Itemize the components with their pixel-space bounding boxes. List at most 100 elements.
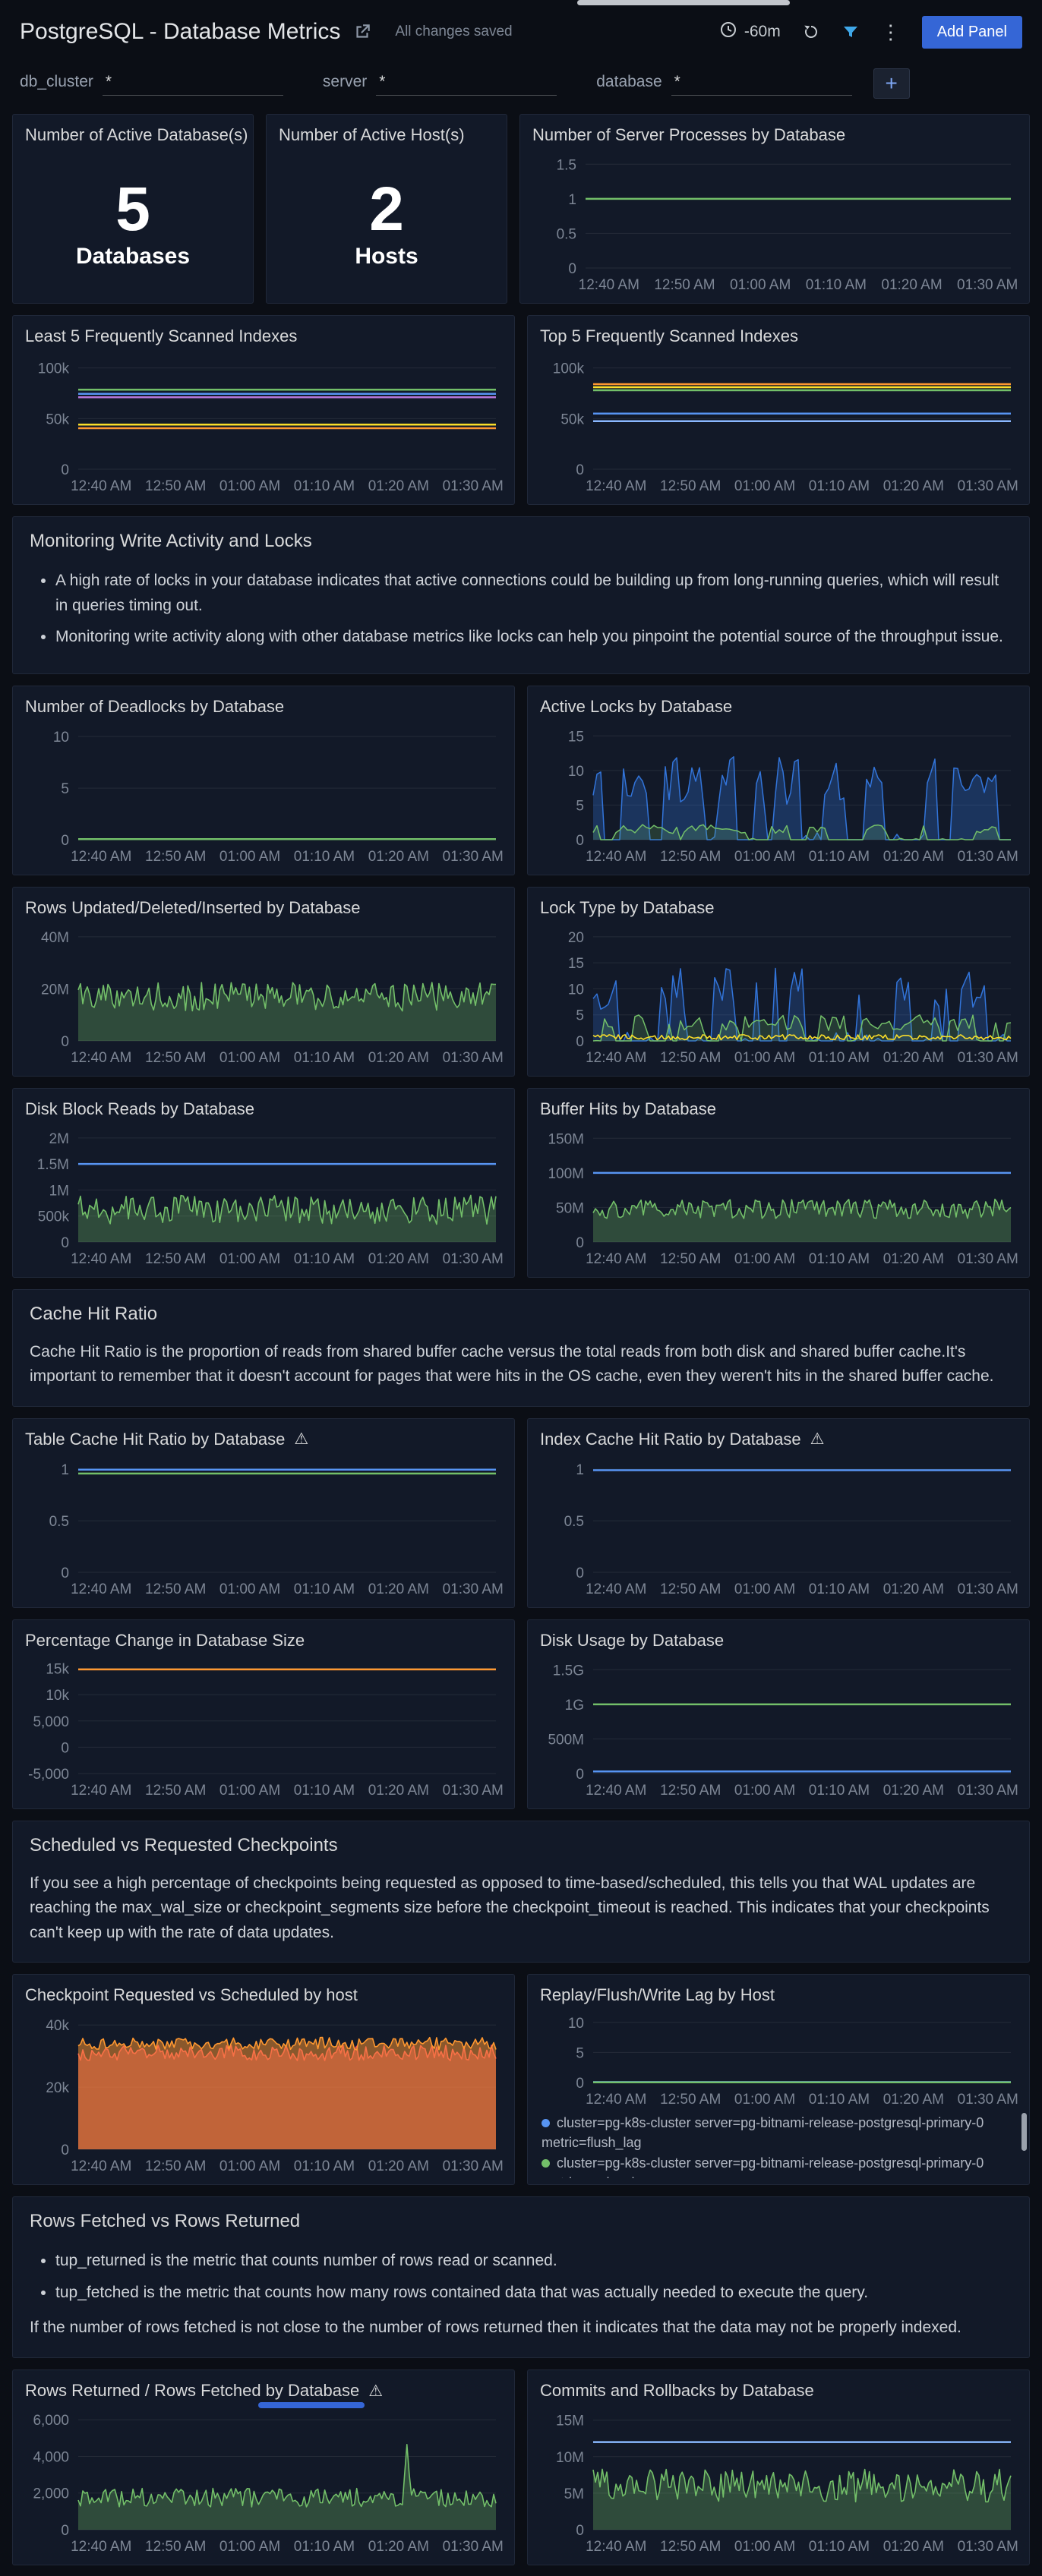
svg-text:01:30 AM: 01:30 AM <box>443 849 504 865</box>
time-range-button[interactable]: -60m <box>719 20 781 43</box>
chart-area: 0 50M 100M 150M 12:40 AM 12:50 AM 01:00 AM 01:1… <box>528 1125 1029 1271</box>
variable-db_cluster[interactable]: db_cluster * <box>20 71 283 96</box>
svg-text:12:40 AM: 12:40 AM <box>71 1251 131 1267</box>
chart-number-of-server-processes-by-database[interactable]: 0 0.5 1 1.5 12:40 AM 12:50 AM 01:00 AM 01:10 AM… <box>526 151 1023 297</box>
variable-value-input[interactable]: * <box>102 71 283 96</box>
panel-title[interactable]: Percentage Change in Database Size <box>13 1628 514 1657</box>
chart-area: 0 5 10 15 20 12:40 AM 12:50 AM 01:00 AM 01:10 AM… <box>528 924 1029 1070</box>
legend-item[interactable]: cluster=pg-k8s-cluster server=pg-bitnami… <box>542 2113 1012 2152</box>
panel-title[interactable]: Disk Block Reads by Database <box>13 1096 514 1125</box>
panel-title[interactable]: Lock Type by Database <box>528 895 1029 924</box>
stat-value: 5 <box>115 175 150 244</box>
chart-rows-updated-deleted-inserted-by-database[interactable]: 0 20M 40M 12:40 AM 12:50 AM 01:00 AM 01:10 AM 0… <box>19 924 508 1070</box>
panel-title[interactable]: Commits and Rollbacks by Database <box>528 2378 1029 2407</box>
svg-text:1M: 1M <box>49 1183 69 1199</box>
horizontal-scrollbar-thumb-bottom[interactable] <box>258 2402 365 2408</box>
svg-text:0.5: 0.5 <box>564 1514 584 1530</box>
panel-title-text: Disk Block Reads by Database <box>25 1099 255 1118</box>
stat-value: 2 <box>369 175 404 244</box>
chart-number-of-deadlocks-by-database[interactable]: 0 5 10 12:40 AM 12:50 AM 01:00 AM 01:10 AM 01:2… <box>19 723 508 869</box>
variables-row: db_cluster * server * database * + <box>0 64 1042 112</box>
variable-value-input[interactable]: * <box>671 71 852 96</box>
chart-disk-block-reads-by-database[interactable]: 0 500k 1M 1.5M 2M 12:40 AM 12:50 AM 01:00 AM 01:… <box>19 1125 508 1271</box>
chart-checkpoint-requested-vs-scheduled-by-host[interactable]: 0 20k 40k 12:40 AM 12:50 AM 01:00 AM 01:10 AM 0… <box>19 2011 508 2178</box>
svg-text:01:10 AM: 01:10 AM <box>294 1581 355 1597</box>
panel-title[interactable]: Table Cache Hit Ratio by Database ⚠ <box>13 1427 514 1455</box>
svg-text:01:00 AM: 01:00 AM <box>219 2158 280 2174</box>
chart-replay-flush-write-lag-by-host[interactable]: 0 5 10 12:40 AM 12:50 AM 01:00 AM 01:10 AM 01:2… <box>534 2011 1023 2111</box>
chart-buffer-hits-by-database[interactable]: 0 50M 100M 150M 12:40 AM 12:50 AM 01:00 AM 01:1… <box>534 1125 1023 1271</box>
chart-rows-returned-rows-fetched-by-database[interactable]: 0 2,000 4,000 6,000 12:40 AM 12:50 AM 01:00 AM… <box>19 2407 508 2559</box>
chart-lock-type-by-database[interactable]: 0 5 10 15 20 12:40 AM 12:50 AM 01:00 AM 01:10 AM… <box>534 924 1023 1070</box>
chart-area: 0 5 10 12:40 AM 12:50 AM 01:00 AM 01:10 AM 01:2… <box>13 723 514 869</box>
svg-text:12:50 AM: 12:50 AM <box>145 849 206 865</box>
chart-least-5-frequently-scanned-indexes[interactable]: 0 50k 100k 12:40 AM 12:50 AM 01:00 AM 01:10 AM… <box>19 352 508 498</box>
share-icon[interactable] <box>352 22 372 42</box>
legend-scrollbar-thumb[interactable] <box>1021 2113 1027 2152</box>
chart-percentage-change-in-database-size[interactable]: -5,000 0 5,000 10k 15k 12:40 AM 12:50 AM 01:00 … <box>19 1657 508 1802</box>
svg-text:01:00 AM: 01:00 AM <box>734 478 795 494</box>
svg-text:0: 0 <box>61 1235 69 1251</box>
svg-text:12:40 AM: 12:40 AM <box>71 478 131 494</box>
save-status: All changes saved <box>395 24 513 39</box>
chart-table-cache-hit-ratio-by-database[interactable]: 0 0.5 1 12:40 AM 12:50 AM 01:00 AM 01:10 AM 01:… <box>19 1455 508 1601</box>
variable-database[interactable]: database * <box>596 71 852 96</box>
refresh-icon[interactable] <box>802 23 820 41</box>
panel-title[interactable]: Index Cache Hit Ratio by Database ⚠ <box>528 1427 1029 1455</box>
warning-icon: ⚠ <box>368 2382 384 2400</box>
variable-value-input[interactable]: * <box>376 71 557 96</box>
text-panel-scheduled-vs-requested-checkpoints: Scheduled vs Requested Checkpoints If you… <box>12 1820 1030 1963</box>
legend-item[interactable]: cluster=pg-k8s-cluster server=pg-bitnami… <box>542 2153 1012 2178</box>
svg-text:100k: 100k <box>38 361 70 377</box>
panel-title[interactable]: Checkpoint Requested vs Scheduled by hos… <box>13 1982 514 2011</box>
chart-disk-usage-by-database[interactable]: 0 500M 1G 1.5G 12:40 AM 12:50 AM 01:00 AM 01:10… <box>534 1657 1023 1802</box>
variable-server[interactable]: server * <box>323 71 557 96</box>
horizontal-scrollbar-thumb-top[interactable] <box>577 0 790 5</box>
panel-rows-updated-deleted-inserted-by-database: Rows Updated/Deleted/Inserted by Databas… <box>12 886 515 1077</box>
panel-title[interactable]: Disk Usage by Database <box>528 1628 1029 1657</box>
add-panel-button[interactable]: Add Panel <box>921 15 1022 49</box>
svg-text:0: 0 <box>61 2523 69 2539</box>
filter-icon[interactable] <box>841 23 860 41</box>
panel-title[interactable]: Least 5 Frequently Scanned Indexes <box>13 323 514 352</box>
panel-index-cache-hit-ratio-by-database: Index Cache Hit Ratio by Database ⚠ 0 0.5 1 1… <box>527 1417 1030 1608</box>
svg-text:6,000: 6,000 <box>33 2413 69 2429</box>
panel-title[interactable]: Replay/Flush/Write Lag by Host <box>528 1982 1029 2011</box>
panel-title[interactable]: Rows Returned / Rows Fetched by Database… <box>13 2378 514 2407</box>
svg-text:01:30 AM: 01:30 AM <box>958 478 1018 494</box>
chart-area: 0 50k 100k 12:40 AM 12:50 AM 01:00 AM 01:10 AM… <box>528 352 1029 498</box>
svg-text:01:00 AM: 01:00 AM <box>219 1783 280 1799</box>
add-variable-button[interactable]: + <box>873 68 910 99</box>
panel-title[interactable]: Number of Active Host(s) <box>267 122 507 151</box>
svg-text:12:50 AM: 12:50 AM <box>660 849 721 865</box>
chart-commits-and-rollbacks-by-database[interactable]: 0 5M 10M 15M 12:40 AM 12:50 AM 01:00 AM 01:10 A… <box>534 2407 1023 2559</box>
svg-text:01:10 AM: 01:10 AM <box>294 849 355 865</box>
panel-title-text: Active Locks by Database <box>540 696 733 716</box>
svg-text:12:40 AM: 12:40 AM <box>71 1783 131 1799</box>
svg-text:01:00 AM: 01:00 AM <box>219 1050 280 1066</box>
panel-title[interactable]: Active Locks by Database <box>528 694 1029 723</box>
svg-text:01:10 AM: 01:10 AM <box>294 2539 355 2555</box>
panel-title[interactable]: Buffer Hits by Database <box>528 1096 1029 1125</box>
text-panel-monitoring-write-activity-and-locks: Monitoring Write Activity and Locks A hig… <box>12 516 1030 674</box>
plus-icon: + <box>885 71 898 95</box>
legend-series-dot <box>542 2119 550 2128</box>
kebab-menu-icon[interactable]: ⋮ <box>880 20 901 43</box>
section-paragraph: Cache Hit Ratio is the proportion of rea… <box>30 1342 994 1386</box>
svg-text:2M: 2M <box>49 1130 69 1146</box>
chart-index-cache-hit-ratio-by-database[interactable]: 0 0.5 1 12:40 AM 12:50 AM 01:00 AM 01:10 AM 01:… <box>534 1455 1023 1601</box>
panel-number-of-active-database-s: Number of Active Database(s) 5 Databases <box>12 114 254 304</box>
panel-title[interactable]: Rows Updated/Deleted/Inserted by Databas… <box>13 895 514 924</box>
chart-top-5-frequently-scanned-indexes[interactable]: 0 50k 100k 12:40 AM 12:50 AM 01:00 AM 01:10 AM… <box>534 352 1023 498</box>
panel-title[interactable]: Top 5 Frequently Scanned Indexes <box>528 323 1029 352</box>
chart-area: 0 0.5 1 12:40 AM 12:50 AM 01:00 AM 01:10 AM 01:… <box>528 1455 1029 1601</box>
svg-text:0: 0 <box>61 2142 69 2158</box>
chart-active-locks-by-database[interactable]: 0 5 10 15 12:40 AM 12:50 AM 01:00 AM 01:10 AM 01… <box>534 723 1023 869</box>
svg-text:1.5M: 1.5M <box>37 1157 69 1173</box>
svg-text:01:10 AM: 01:10 AM <box>809 2539 870 2555</box>
panel-title[interactable]: Number of Server Processes by Database <box>520 122 1029 151</box>
svg-text:15: 15 <box>568 729 584 745</box>
panel-title[interactable]: Number of Active Database(s) <box>13 122 253 151</box>
svg-text:0.5: 0.5 <box>557 226 576 242</box>
panel-title[interactable]: Number of Deadlocks by Database <box>13 694 514 723</box>
